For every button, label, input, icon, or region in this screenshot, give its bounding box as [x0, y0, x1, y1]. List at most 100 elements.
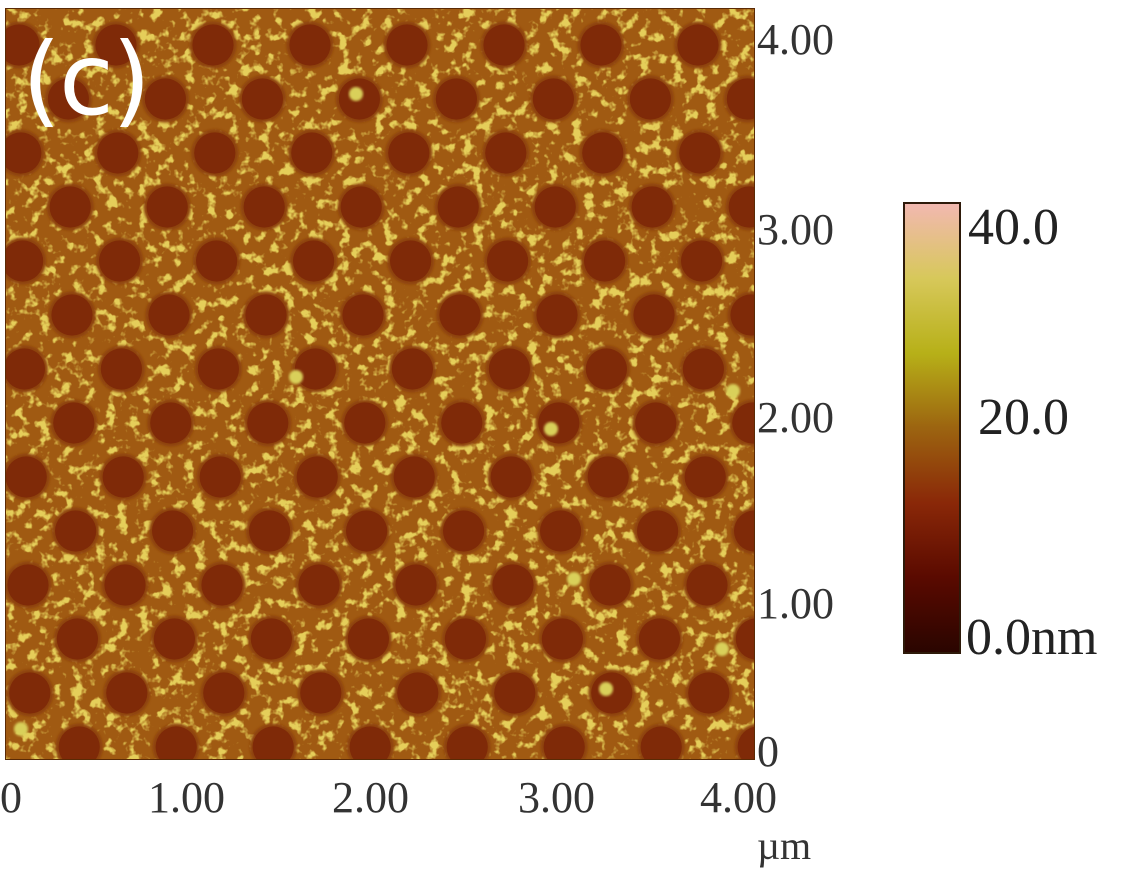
- hole-89: [153, 618, 195, 660]
- hole-52: [391, 348, 433, 390]
- surface-particle-6: [715, 642, 729, 656]
- hole-72: [55, 510, 97, 552]
- hole-48: [6, 348, 45, 390]
- y-tick-4: 4.00: [757, 15, 834, 64]
- hole-38: [584, 240, 626, 282]
- x-tick-0: 0: [0, 773, 22, 822]
- hole-41: [148, 294, 190, 336]
- x-tick-1: 1.00: [148, 773, 225, 822]
- hole-70: [587, 456, 629, 498]
- hole-45: [536, 294, 578, 336]
- hole-110: [640, 726, 682, 759]
- hole-25: [146, 186, 188, 228]
- hole-28: [437, 186, 479, 228]
- hole-20: [388, 132, 430, 174]
- y-tick-2: 2.00: [757, 393, 834, 442]
- y-tick-1: 1.00: [757, 579, 834, 628]
- hole-29: [534, 186, 576, 228]
- hole-46: [633, 294, 675, 336]
- hole-30: [631, 186, 673, 228]
- x-tick-2: 2.00: [332, 773, 409, 822]
- hole-111: [737, 726, 754, 759]
- hole-68: [393, 456, 435, 498]
- hole-4: [386, 24, 428, 66]
- hole-37: [487, 240, 529, 282]
- hole-10: [241, 78, 283, 120]
- hole-42: [245, 294, 287, 336]
- hole-106: [252, 726, 294, 759]
- surface-particle-5: [14, 722, 28, 736]
- hole-107: [349, 726, 391, 759]
- x-tick-3: 3.00: [518, 773, 595, 822]
- hole-85: [492, 564, 534, 606]
- hole-79: [734, 510, 754, 552]
- colorbar-max-label: 40.0: [968, 199, 1059, 256]
- hole-0: [6, 24, 40, 66]
- hole-82: [201, 564, 243, 606]
- hole-14: [629, 78, 672, 120]
- hole-74: [249, 510, 291, 552]
- hole-7: [677, 24, 719, 66]
- hole-60: [441, 402, 483, 444]
- colorbar-mid-label: 20.0: [978, 389, 1069, 446]
- hole-77: [540, 510, 582, 552]
- hole-87: [686, 564, 728, 606]
- hole-104: [58, 726, 100, 759]
- colorbar-min-label: 0.0nm: [966, 609, 1098, 666]
- hole-2: [192, 24, 234, 66]
- hole-73: [152, 510, 194, 552]
- hole-101: [494, 672, 536, 714]
- hole-102: [591, 672, 633, 714]
- surface-particle-0: [349, 87, 363, 101]
- hole-39: [681, 240, 723, 282]
- hole-108: [446, 726, 488, 759]
- height-colorbar: [903, 202, 961, 654]
- hole-88: [56, 618, 98, 660]
- hole-86: [589, 564, 631, 606]
- hole-66: [199, 456, 241, 498]
- hole-92: [444, 618, 486, 660]
- hole-9: [144, 78, 186, 120]
- hole-100: [397, 672, 439, 714]
- hole-93: [541, 618, 584, 660]
- hole-58: [247, 402, 289, 444]
- hole-56: [53, 402, 95, 444]
- hole-13: [532, 78, 575, 120]
- hole-36: [390, 240, 432, 282]
- hole-18: [194, 132, 236, 174]
- hole-55: [682, 348, 725, 390]
- hole-91: [347, 618, 389, 660]
- hole-32: [6, 240, 44, 282]
- surface-particle-4: [726, 384, 740, 398]
- hole-67: [296, 456, 338, 498]
- hole-26: [243, 186, 285, 228]
- hole-83: [298, 564, 340, 606]
- hole-21: [485, 132, 527, 174]
- hole-81: [104, 564, 146, 606]
- hole-40: [51, 294, 93, 336]
- hole-97: [106, 672, 148, 714]
- hole-15: [726, 78, 754, 120]
- hole-31: [728, 186, 754, 228]
- hole-98: [203, 672, 245, 714]
- hole-90: [250, 618, 292, 660]
- hole-78: [637, 510, 679, 552]
- hole-105: [155, 726, 197, 759]
- hole-63: [732, 402, 754, 444]
- hole-12: [435, 78, 477, 120]
- hole-17: [97, 132, 139, 174]
- hole-19: [291, 132, 333, 174]
- hole-54: [585, 348, 628, 390]
- hole-75: [346, 510, 388, 552]
- hole-69: [490, 456, 532, 498]
- hole-84: [395, 564, 437, 606]
- hole-95: [735, 618, 754, 660]
- hole-53: [488, 348, 530, 390]
- hole-94: [638, 618, 681, 660]
- hole-76: [443, 510, 485, 552]
- x-axis-unit: µm: [757, 823, 812, 868]
- y-tick-3: 3.00: [757, 205, 834, 254]
- hole-65: [102, 456, 144, 498]
- surface-particle-1: [544, 422, 558, 436]
